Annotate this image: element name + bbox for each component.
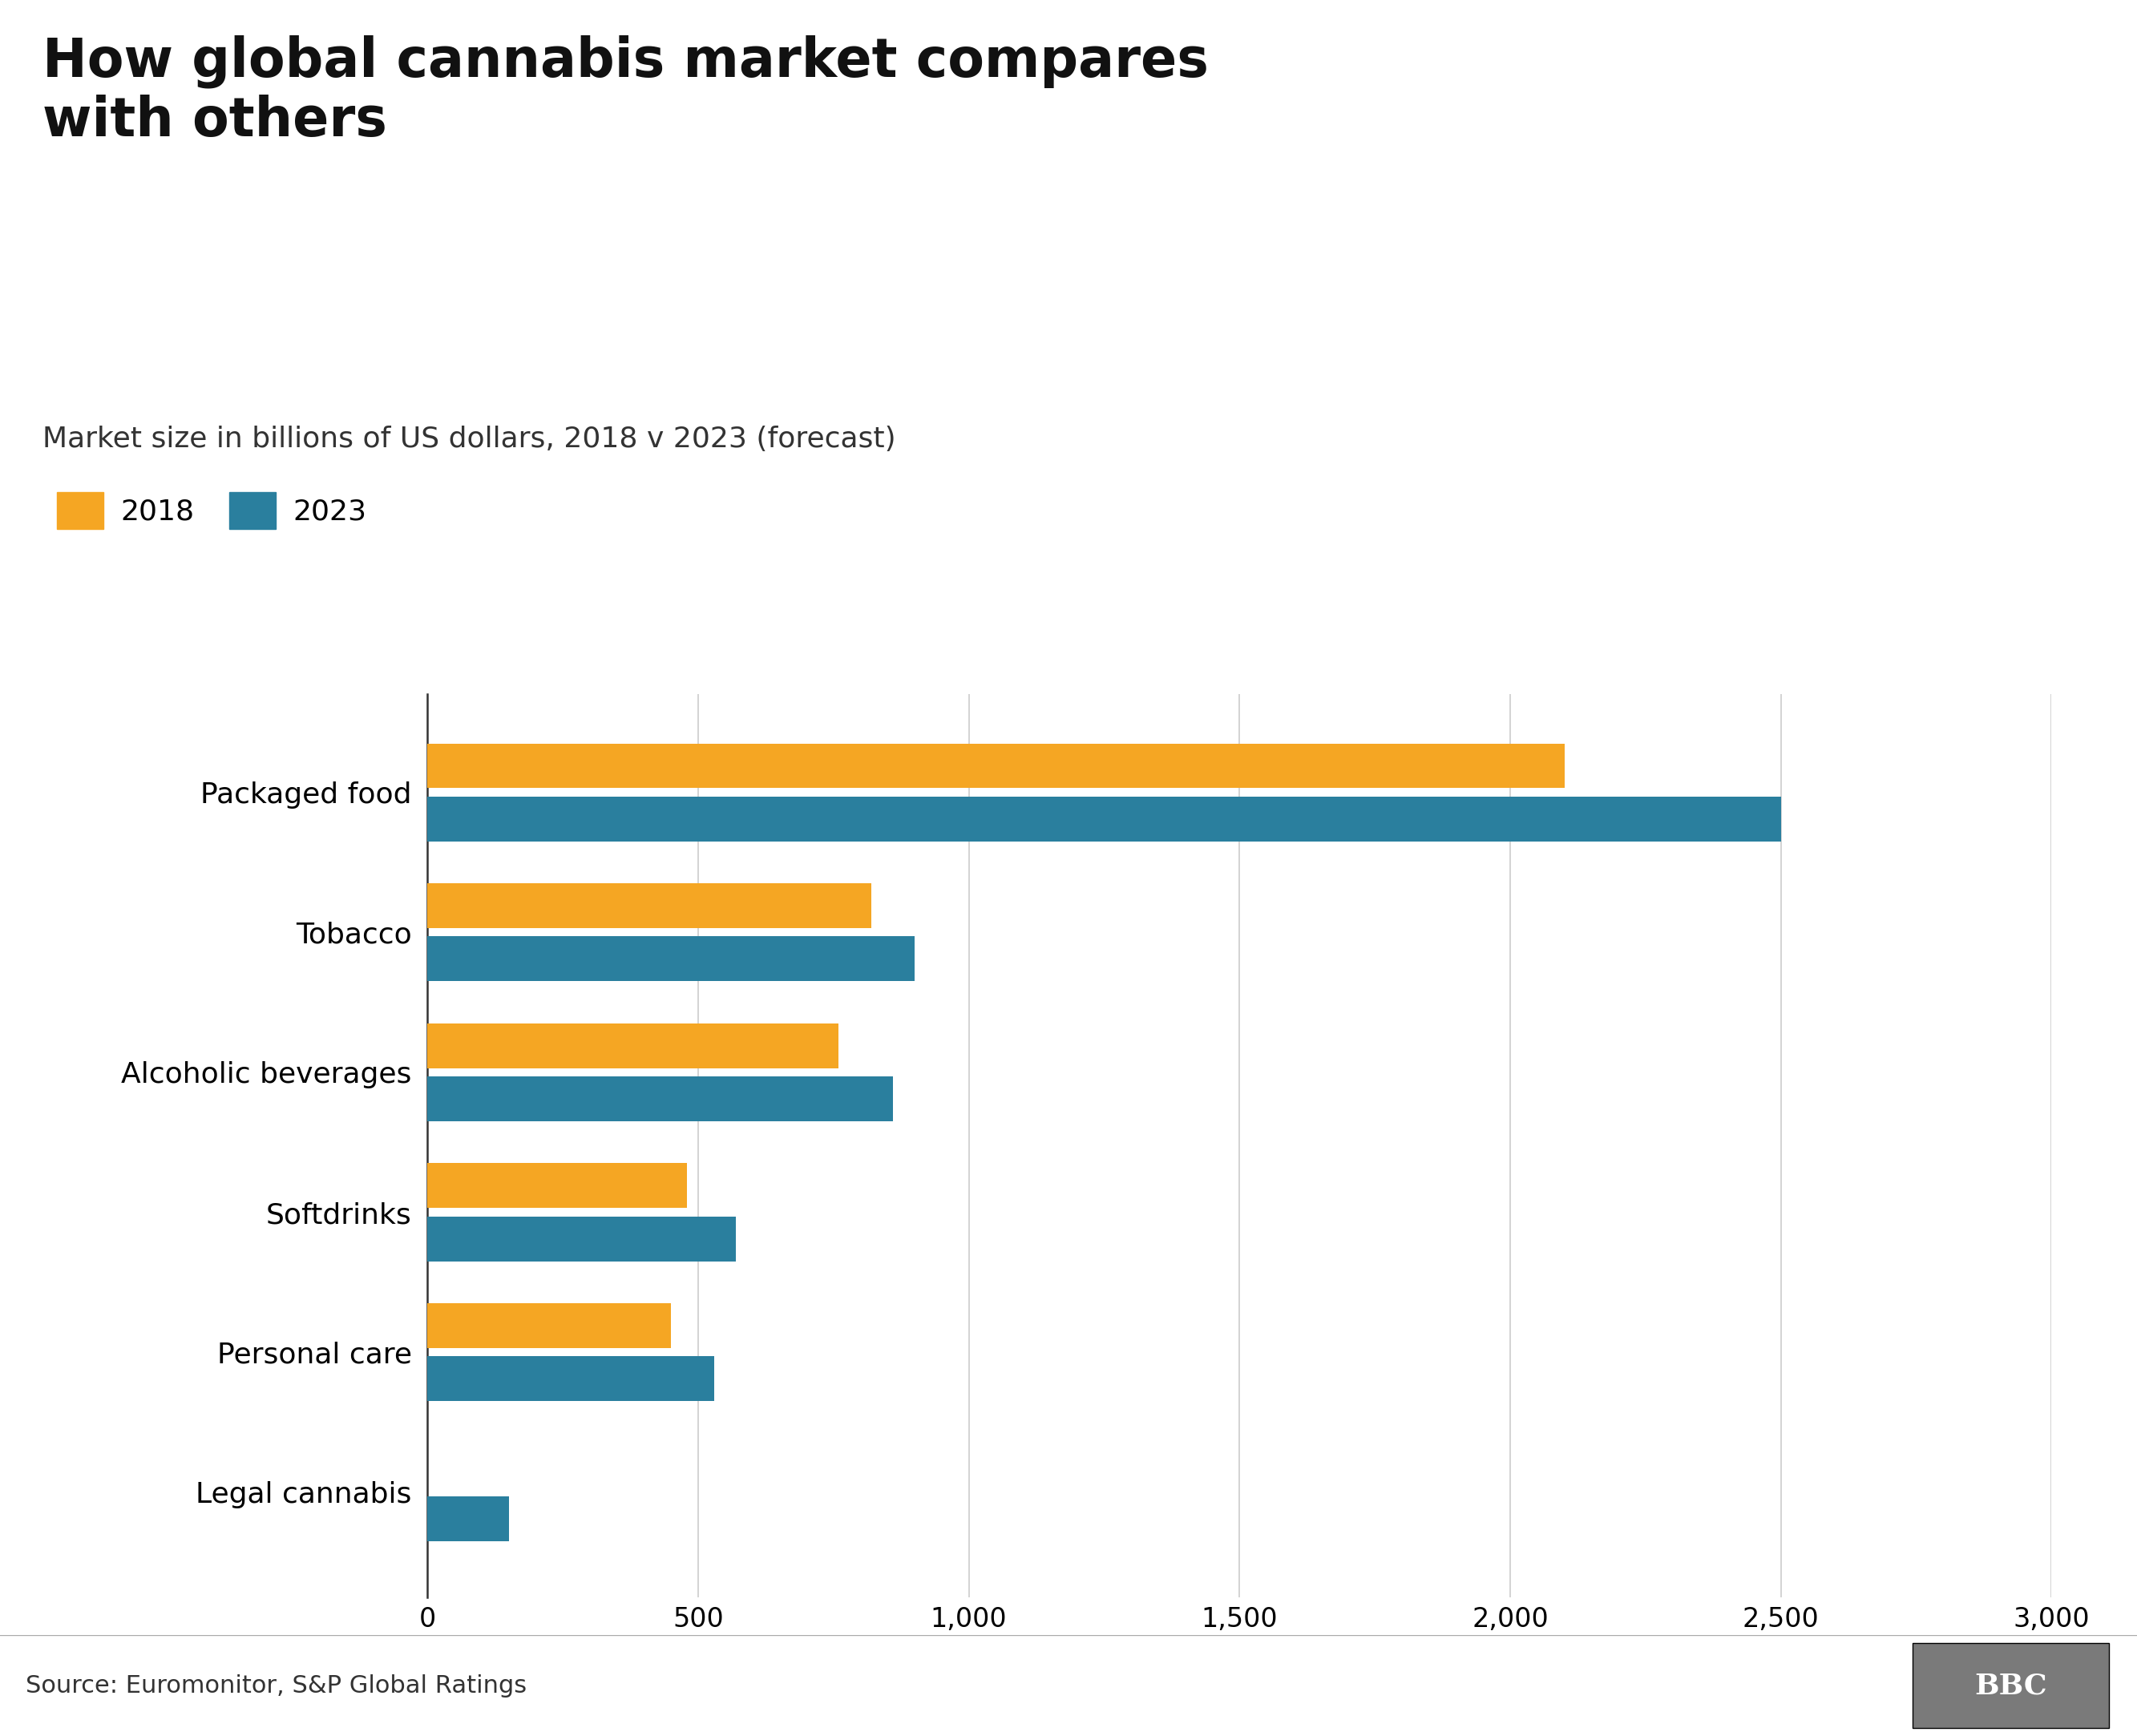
Bar [427,797,1780,842]
Bar [427,1217,735,1262]
Legend: 2018, 2023: 2018, 2023 [58,491,368,529]
Text: How global cannabis market compares
with others: How global cannabis market compares with… [43,35,1210,148]
Bar [427,884,872,929]
Text: BBC: BBC [1975,1672,2047,1700]
Bar [427,1076,893,1121]
Bar [427,936,915,981]
Bar [427,1023,840,1068]
Text: Market size in billions of US dollars, 2018 v 2023 (forecast): Market size in billions of US dollars, 2… [43,425,895,453]
Bar [427,1356,714,1401]
FancyBboxPatch shape [1913,1644,2109,1727]
Text: Source: Euromonitor, S&P Global Ratings: Source: Euromonitor, S&P Global Ratings [26,1674,526,1698]
Bar [427,1304,671,1347]
Bar [427,743,1564,788]
Bar [427,1496,509,1542]
Bar [427,1163,688,1208]
